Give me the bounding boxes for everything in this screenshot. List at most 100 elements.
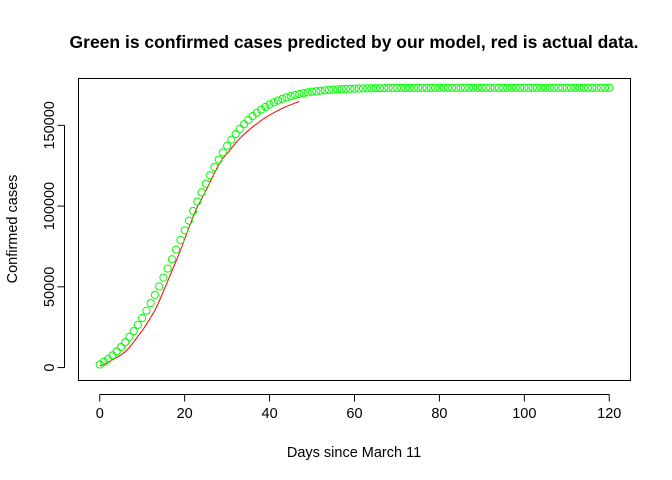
model-data-point <box>307 87 317 96</box>
model-data-point <box>303 88 312 97</box>
model-data-point <box>426 83 436 92</box>
model-data-point <box>227 135 236 144</box>
model-data-point <box>146 299 155 308</box>
model-data-point <box>465 83 474 92</box>
model-data-point <box>409 83 419 92</box>
model-data-point <box>333 85 342 94</box>
model-data-point <box>388 83 397 93</box>
model-data-point <box>541 83 550 92</box>
model-data-point <box>235 124 244 133</box>
model-data-point <box>554 83 563 92</box>
model-data-point <box>469 83 478 92</box>
x-tick-label: 60 <box>346 406 362 422</box>
model-data-point <box>350 84 359 93</box>
model-data-point <box>354 84 363 93</box>
model-data-point <box>486 83 495 92</box>
model-data-point <box>431 83 440 92</box>
model-data-point <box>443 83 453 92</box>
model-data-point <box>265 100 274 109</box>
model-data-point <box>163 264 172 273</box>
model-data-point <box>477 83 486 92</box>
model-data-point <box>503 83 512 92</box>
model-data-point <box>206 171 215 180</box>
y-axis-label: Confirmed cases <box>5 175 21 284</box>
model-data-point <box>346 84 355 93</box>
model-data-point <box>520 83 529 92</box>
model-data-point <box>244 115 253 125</box>
model-data-point <box>439 83 448 92</box>
model-data-point <box>448 83 457 92</box>
x-tick-label: 40 <box>262 406 278 422</box>
y-axis: 0 50000 100000 150000 <box>42 101 65 372</box>
x-tick-label: 120 <box>597 406 621 422</box>
model-data-point <box>176 235 185 245</box>
model-data-point <box>273 96 283 105</box>
model-data-point <box>112 347 121 356</box>
model-data-point <box>558 83 567 92</box>
model-data-point <box>452 83 461 92</box>
model-data-point <box>167 255 177 264</box>
model-data-point <box>320 86 329 95</box>
model-data-point <box>269 98 278 107</box>
model-data-point <box>138 313 147 323</box>
model-data-point <box>261 102 270 112</box>
model-data-point <box>532 83 542 92</box>
model-data-point <box>490 83 499 92</box>
model-data-point <box>341 84 351 94</box>
model-data-point <box>418 83 427 92</box>
model-data-point <box>99 357 109 366</box>
model-prediction-series <box>95 83 614 369</box>
model-data-point <box>231 129 240 139</box>
model-data-point <box>133 320 143 329</box>
x-tick-label: 80 <box>431 406 447 422</box>
model-data-point <box>189 206 198 216</box>
x-axis-label: Days since March 11 <box>287 445 421 461</box>
model-data-point <box>172 245 181 254</box>
model-data-point <box>363 84 372 93</box>
model-data-point <box>371 84 380 93</box>
model-data-point <box>367 84 376 93</box>
y-tick-label: 100000 <box>42 182 58 230</box>
model-data-point <box>600 83 610 92</box>
model-data-point <box>575 83 584 92</box>
model-data-point <box>562 83 571 92</box>
model-data-point <box>218 148 227 157</box>
model-data-point <box>324 85 334 95</box>
model-data-point <box>95 360 104 369</box>
model-data-point <box>282 93 291 102</box>
model-data-point <box>329 85 338 94</box>
model-data-point <box>473 83 482 92</box>
model-data-point <box>545 83 554 92</box>
model-data-point <box>499 83 508 92</box>
model-data-point <box>210 163 219 172</box>
actual-data-line <box>99 100 300 367</box>
model-data-point <box>375 84 385 93</box>
model-data-point <box>337 85 346 94</box>
model-data-point <box>223 141 232 150</box>
actual-data-line-series <box>99 100 300 367</box>
model-data-point <box>549 83 559 92</box>
model-data-point <box>150 290 160 300</box>
model-data-point <box>460 83 469 92</box>
x-tick-label: 20 <box>177 406 193 422</box>
model-data-point <box>401 83 410 93</box>
model-data-point <box>214 155 223 164</box>
y-tick-label: 0 <box>42 364 58 372</box>
model-data-point <box>435 83 444 92</box>
model-data-point <box>482 83 491 92</box>
model-data-point <box>596 83 605 92</box>
model-data-point <box>380 84 389 93</box>
y-tick-label: 150000 <box>42 101 58 149</box>
model-data-point <box>290 90 300 100</box>
model-data-point <box>155 282 164 291</box>
model-data-point <box>295 89 304 99</box>
plot-frame <box>78 78 631 381</box>
model-data-point <box>193 197 202 206</box>
model-data-point <box>121 338 130 347</box>
x-axis: 0 20 40 60 80 100 120 <box>96 394 621 422</box>
model-data-point <box>197 188 206 197</box>
model-data-point <box>583 83 593 92</box>
model-data-point <box>312 87 321 96</box>
model-data-point <box>511 83 520 92</box>
